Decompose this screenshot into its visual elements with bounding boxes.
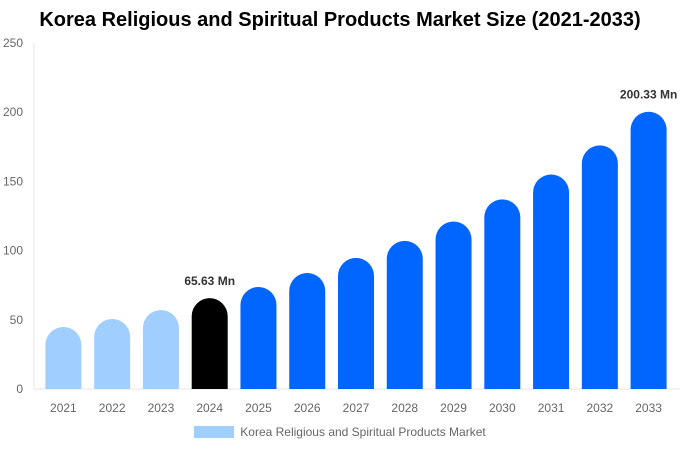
bar-2024 <box>191 298 228 389</box>
y-tick-label: 150 <box>3 174 23 188</box>
data-label: 65.63 Mn <box>184 274 235 288</box>
bar-2029 <box>435 221 472 389</box>
bar-2023 <box>142 309 179 389</box>
bar-2025 <box>240 286 277 389</box>
y-tick-label: 100 <box>3 244 23 258</box>
bar-2022 <box>94 318 131 389</box>
x-tick-label: 2033 <box>635 401 662 415</box>
y-tick-label: 250 <box>3 36 23 50</box>
bar-2021 <box>45 326 82 389</box>
bar-2026 <box>289 273 326 389</box>
legend-swatch <box>194 426 235 438</box>
x-tick-label: 2022 <box>99 401 126 415</box>
bar-2028 <box>386 240 423 389</box>
y-tick-label: 50 <box>10 313 24 327</box>
chart-title: Korea Religious and Spiritual Products M… <box>39 9 641 31</box>
x-tick-label: 2031 <box>538 401 565 415</box>
y-tick-label: 200 <box>3 105 23 119</box>
legend-label: Korea Religious and Spiritual Products M… <box>240 425 486 439</box>
bar-2032 <box>581 145 618 389</box>
x-tick-label: 2030 <box>489 401 516 415</box>
bar-2027 <box>338 257 374 389</box>
x-tick-label: 2028 <box>391 401 418 415</box>
legend[interactable]: Korea Religious and Spiritual Products M… <box>0 425 680 439</box>
x-tick-label: 2024 <box>196 401 223 415</box>
data-label: 200.33 Mn <box>620 88 677 102</box>
y-tick-label: 0 <box>16 382 23 396</box>
bar-2033 <box>630 111 667 390</box>
x-tick-label: 2025 <box>245 401 272 415</box>
x-tick-label: 2023 <box>148 401 175 415</box>
bar-2031 <box>533 174 570 389</box>
x-tick-label: 2027 <box>343 401 370 415</box>
x-tick-label: 2021 <box>50 401 77 415</box>
bar-2030 <box>484 199 521 389</box>
x-tick-label: 2029 <box>440 401 467 415</box>
x-tick-label: 2026 <box>294 401 321 415</box>
x-tick-label: 2032 <box>586 401 613 415</box>
